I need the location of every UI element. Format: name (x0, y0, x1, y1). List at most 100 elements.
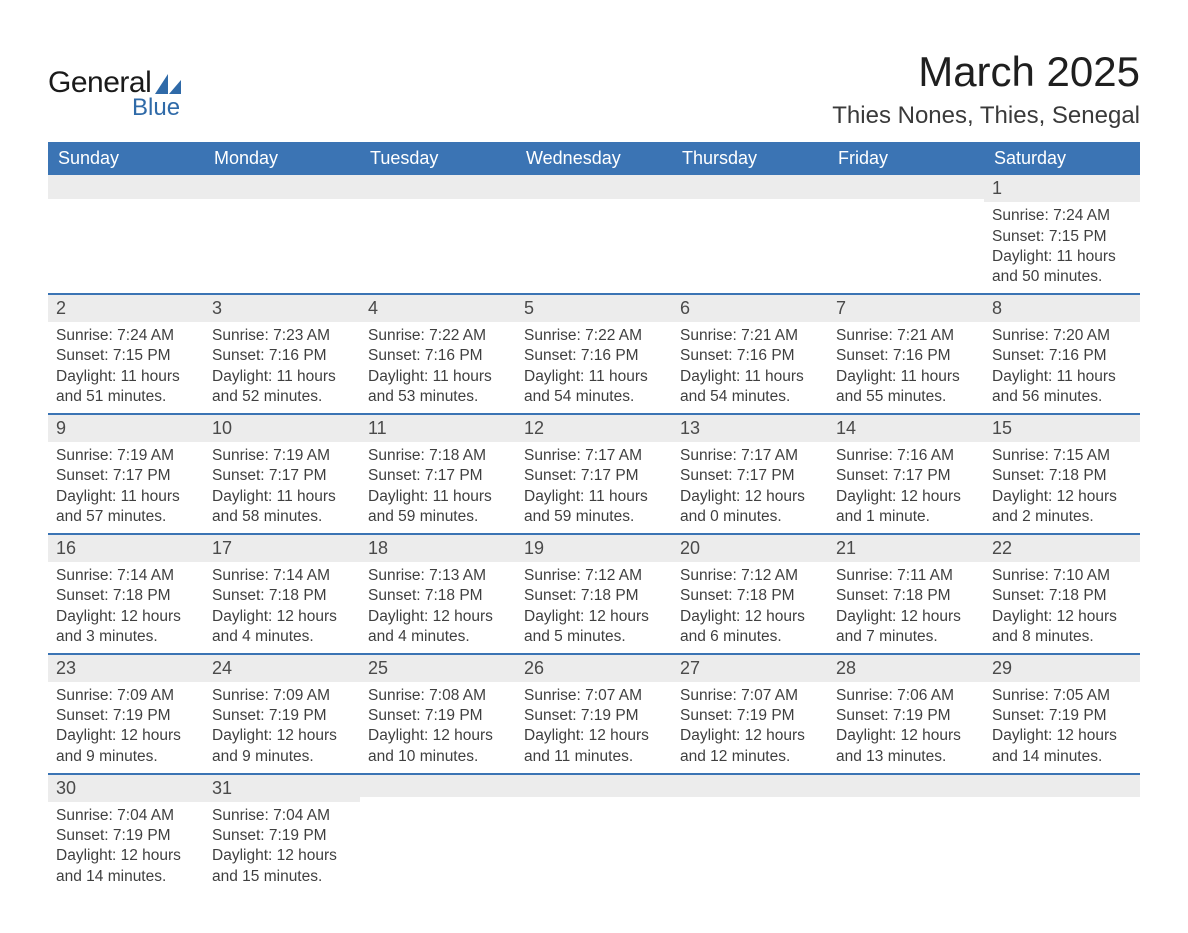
day-number: 7 (828, 293, 984, 322)
day-details: Sunrise: 7:14 AMSunset: 7:18 PMDaylight:… (204, 562, 360, 653)
daylight-line: Daylight: 12 hours and 8 minutes. (992, 607, 1132, 647)
day-number: 17 (204, 533, 360, 562)
sunrise-line: Sunrise: 7:12 AM (680, 566, 820, 586)
brand-logo: General Blue (48, 66, 181, 122)
day-number: 4 (360, 293, 516, 322)
sunset-line: Sunset: 7:17 PM (56, 466, 196, 486)
sunset-line: Sunset: 7:18 PM (992, 466, 1132, 486)
day-number: 26 (516, 653, 672, 682)
daylight-line: Daylight: 11 hours and 57 minutes. (56, 487, 196, 527)
day-details: Sunrise: 7:16 AMSunset: 7:17 PMDaylight:… (828, 442, 984, 533)
empty-day-bar (516, 175, 672, 199)
sunset-line: Sunset: 7:18 PM (56, 586, 196, 606)
daylight-line: Daylight: 11 hours and 52 minutes. (212, 367, 352, 407)
weekday-header: Monday (204, 142, 360, 175)
page-title: March 2025 (832, 48, 1140, 96)
sunrise-line: Sunrise: 7:05 AM (992, 686, 1132, 706)
daylight-line: Daylight: 12 hours and 12 minutes. (680, 726, 820, 766)
sunset-line: Sunset: 7:19 PM (680, 706, 820, 726)
sail-icon (155, 74, 181, 94)
empty-day-bar (672, 773, 828, 797)
sunset-line: Sunset: 7:19 PM (56, 826, 196, 846)
sunset-line: Sunset: 7:16 PM (992, 346, 1132, 366)
daylight-line: Daylight: 12 hours and 14 minutes. (56, 846, 196, 886)
day-number: 6 (672, 293, 828, 322)
sunrise-line: Sunrise: 7:11 AM (836, 566, 976, 586)
sunset-line: Sunset: 7:19 PM (368, 706, 508, 726)
brand-word2: Blue (132, 94, 180, 122)
sunset-line: Sunset: 7:19 PM (212, 706, 352, 726)
sunrise-line: Sunrise: 7:21 AM (836, 326, 976, 346)
day-number: 3 (204, 293, 360, 322)
sunrise-line: Sunrise: 7:18 AM (368, 446, 508, 466)
sunrise-line: Sunrise: 7:14 AM (212, 566, 352, 586)
day-number: 8 (984, 293, 1140, 322)
day-details: Sunrise: 7:12 AMSunset: 7:18 PMDaylight:… (516, 562, 672, 653)
sunrise-line: Sunrise: 7:24 AM (992, 206, 1132, 226)
empty-day-bar (672, 175, 828, 199)
day-details: Sunrise: 7:09 AMSunset: 7:19 PMDaylight:… (48, 682, 204, 773)
calendar-body: 1Sunrise: 7:24 AMSunset: 7:15 PMDaylight… (48, 175, 1140, 893)
empty-day-bar (48, 175, 204, 199)
sunset-line: Sunset: 7:16 PM (524, 346, 664, 366)
calendar-table: Sunday Monday Tuesday Wednesday Thursday… (48, 142, 1140, 893)
day-details: Sunrise: 7:19 AMSunset: 7:17 PMDaylight:… (48, 442, 204, 533)
daylight-line: Daylight: 11 hours and 58 minutes. (212, 487, 352, 527)
weekday-header: Wednesday (516, 142, 672, 175)
daylight-line: Daylight: 11 hours and 53 minutes. (368, 367, 508, 407)
sunset-line: Sunset: 7:15 PM (992, 227, 1132, 247)
day-details: Sunrise: 7:06 AMSunset: 7:19 PMDaylight:… (828, 682, 984, 773)
empty-day-bar (516, 773, 672, 797)
day-details: Sunrise: 7:17 AMSunset: 7:17 PMDaylight:… (516, 442, 672, 533)
day-details: Sunrise: 7:09 AMSunset: 7:19 PMDaylight:… (204, 682, 360, 773)
day-number: 13 (672, 413, 828, 442)
sunrise-line: Sunrise: 7:15 AM (992, 446, 1132, 466)
daylight-line: Daylight: 12 hours and 5 minutes. (524, 607, 664, 647)
sunset-line: Sunset: 7:18 PM (524, 586, 664, 606)
calendar-header-row: Sunday Monday Tuesday Wednesday Thursday… (48, 142, 1140, 175)
day-details: Sunrise: 7:19 AMSunset: 7:17 PMDaylight:… (204, 442, 360, 533)
day-number: 20 (672, 533, 828, 562)
sunrise-line: Sunrise: 7:04 AM (212, 806, 352, 826)
sunset-line: Sunset: 7:18 PM (368, 586, 508, 606)
day-number: 22 (984, 533, 1140, 562)
sunset-line: Sunset: 7:19 PM (992, 706, 1132, 726)
empty-day-bar (360, 175, 516, 199)
sunset-line: Sunset: 7:18 PM (992, 586, 1132, 606)
weekday-header: Saturday (984, 142, 1140, 175)
sunset-line: Sunset: 7:19 PM (524, 706, 664, 726)
sunrise-line: Sunrise: 7:22 AM (524, 326, 664, 346)
day-number: 23 (48, 653, 204, 682)
daylight-line: Daylight: 12 hours and 10 minutes. (368, 726, 508, 766)
daylight-line: Daylight: 12 hours and 11 minutes. (524, 726, 664, 766)
day-details: Sunrise: 7:07 AMSunset: 7:19 PMDaylight:… (516, 682, 672, 773)
day-details: Sunrise: 7:08 AMSunset: 7:19 PMDaylight:… (360, 682, 516, 773)
sunrise-line: Sunrise: 7:12 AM (524, 566, 664, 586)
sunrise-line: Sunrise: 7:23 AM (212, 326, 352, 346)
weekday-header: Friday (828, 142, 984, 175)
sunrise-line: Sunrise: 7:07 AM (680, 686, 820, 706)
day-details: Sunrise: 7:22 AMSunset: 7:16 PMDaylight:… (516, 322, 672, 413)
sunset-line: Sunset: 7:16 PM (368, 346, 508, 366)
sunset-line: Sunset: 7:16 PM (212, 346, 352, 366)
sunrise-line: Sunrise: 7:19 AM (56, 446, 196, 466)
sunset-line: Sunset: 7:16 PM (836, 346, 976, 366)
daylight-line: Daylight: 12 hours and 1 minute. (836, 487, 976, 527)
sunrise-line: Sunrise: 7:09 AM (212, 686, 352, 706)
sunrise-line: Sunrise: 7:16 AM (836, 446, 976, 466)
daylight-line: Daylight: 12 hours and 4 minutes. (212, 607, 352, 647)
sunrise-line: Sunrise: 7:20 AM (992, 326, 1132, 346)
day-details: Sunrise: 7:14 AMSunset: 7:18 PMDaylight:… (48, 562, 204, 653)
sunrise-line: Sunrise: 7:10 AM (992, 566, 1132, 586)
sunset-line: Sunset: 7:17 PM (212, 466, 352, 486)
sunrise-line: Sunrise: 7:17 AM (524, 446, 664, 466)
title-block: March 2025 Thies Nones, Thies, Senegal (832, 48, 1140, 130)
day-details: Sunrise: 7:23 AMSunset: 7:16 PMDaylight:… (204, 322, 360, 413)
day-number: 19 (516, 533, 672, 562)
sunset-line: Sunset: 7:17 PM (680, 466, 820, 486)
day-details: Sunrise: 7:10 AMSunset: 7:18 PMDaylight:… (984, 562, 1140, 653)
daylight-line: Daylight: 12 hours and 3 minutes. (56, 607, 196, 647)
daylight-line: Daylight: 12 hours and 15 minutes. (212, 846, 352, 886)
daylight-line: Daylight: 11 hours and 59 minutes. (524, 487, 664, 527)
day-number: 18 (360, 533, 516, 562)
